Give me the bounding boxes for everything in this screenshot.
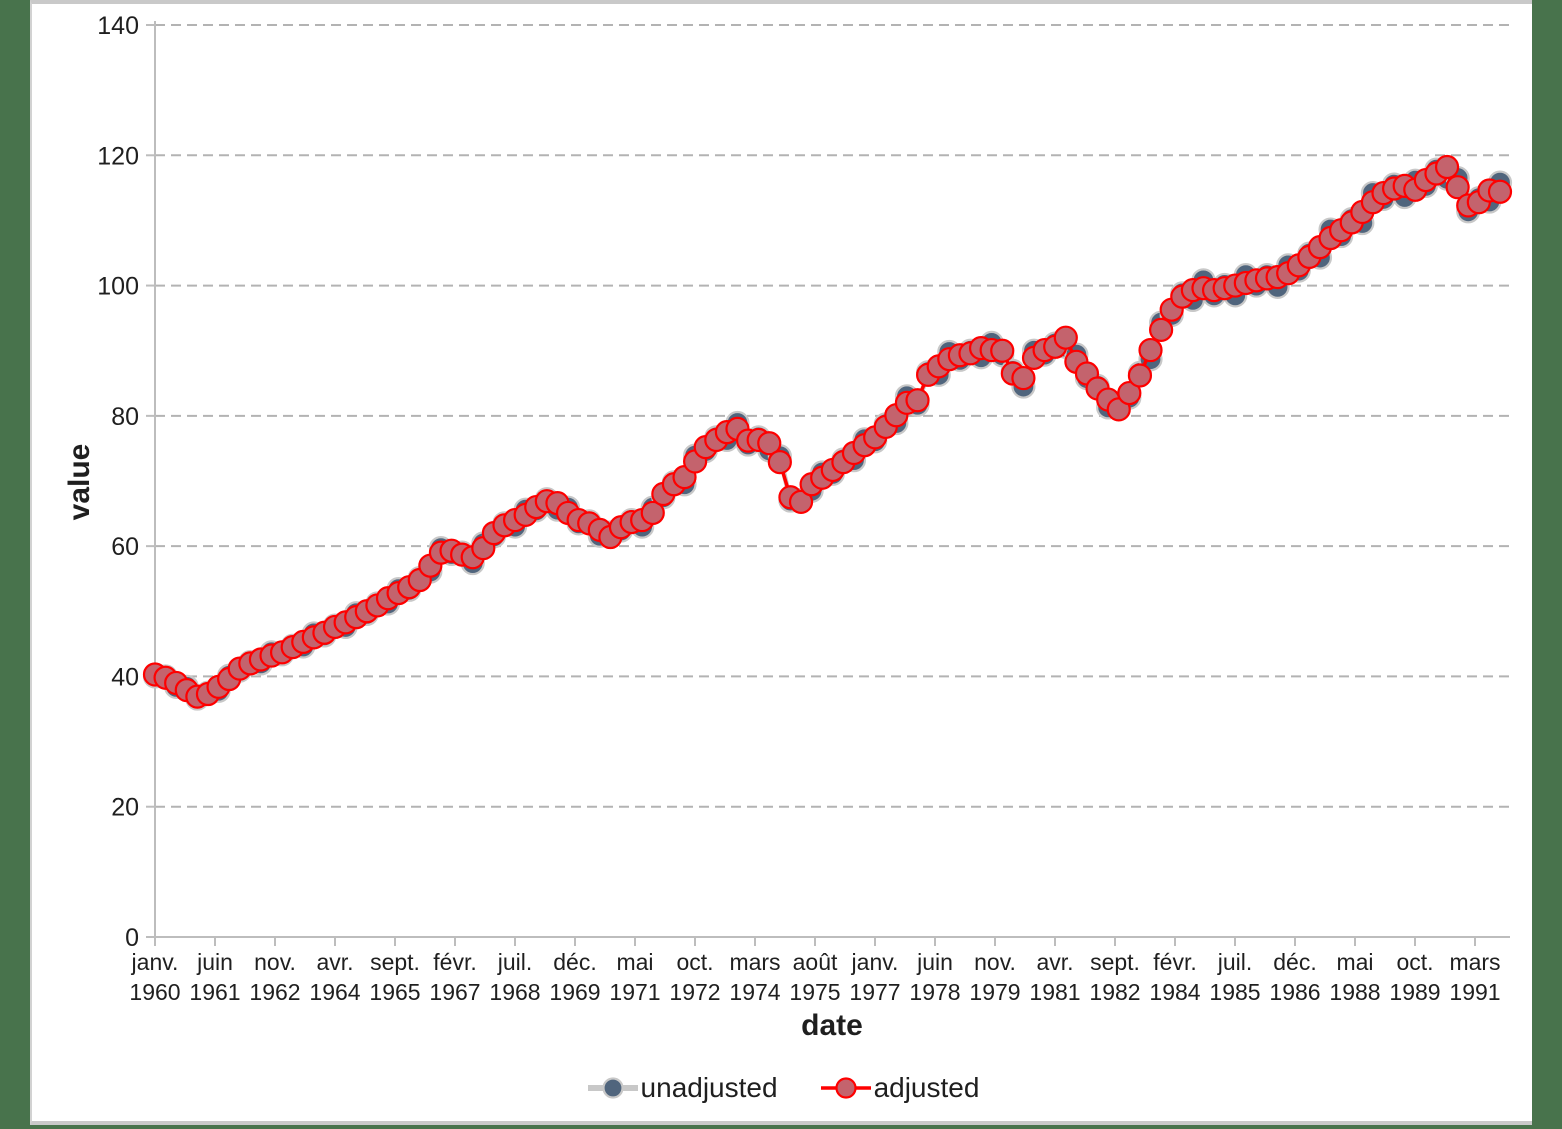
x-tick-label-year: 1968 [489, 979, 540, 1005]
marker-adjusted [640, 500, 665, 526]
unadjusted-series-swatch-icon [587, 1077, 638, 1099]
x-tick-label-month: avr. [316, 949, 353, 975]
x-tick-label-month: mars [729, 949, 780, 975]
x-tick-label-month: juin [916, 949, 953, 975]
x-tick-label-month: mai [1336, 949, 1373, 975]
x-tick-label-month: mars [1449, 949, 1500, 975]
x-tick-label-month: nov. [974, 949, 1016, 975]
x-axis-title: date [801, 1009, 863, 1042]
marker-adjusted [1445, 175, 1470, 200]
adjusted-series-swatch-icon [820, 1077, 871, 1099]
x-tick-label-year: 1965 [369, 979, 420, 1005]
x-tick-label-year: 1964 [309, 979, 360, 1005]
y-tick-label: 0 [125, 924, 139, 952]
x-tick-label-month: juin [196, 949, 233, 975]
x-tick-label-month: déc. [553, 949, 596, 975]
x-tick-label-year: 1985 [1209, 979, 1260, 1005]
x-tick-label-year: 1988 [1329, 979, 1380, 1005]
x-tick-label-month: sept. [370, 949, 420, 975]
marker-adjusted [1127, 363, 1153, 388]
y-tick-label: 40 [111, 663, 139, 691]
y-tick-label: 60 [111, 533, 139, 561]
x-tick-label-month: juil. [497, 949, 533, 975]
x-tick-label-year: 1967 [429, 979, 480, 1005]
x-tick-label-year: 1971 [609, 979, 660, 1005]
x-tick-label-year: 1975 [789, 979, 840, 1005]
x-tick-label-month: janv. [131, 949, 179, 975]
x-tick-label-month: déc. [1273, 949, 1316, 975]
y-axis-title: value [63, 443, 96, 521]
x-tick-label-year: 1978 [909, 979, 960, 1005]
x-tick-label-year: 1982 [1089, 979, 1140, 1005]
x-tick-label-month: août [793, 949, 838, 975]
x-tick-label-year: 1977 [849, 979, 900, 1005]
x-tick-label-year: 1981 [1029, 979, 1080, 1005]
legend-label-unadjusted: unadjusted [640, 1072, 778, 1103]
line-chart-canvas: 0 20 40 60 80 100 120 140 janv. 1960 juin 1961 nov. 1… [97, 12, 1513, 1005]
legend-item-unadjusted: unadjusted [585, 1072, 778, 1104]
x-tick-label-year: 1961 [189, 979, 240, 1005]
x-tick-label-year: 1984 [1149, 979, 1200, 1005]
chart-legend: unadjusted adjusted [32, 1072, 1532, 1104]
x-tick-label-year: 1986 [1269, 979, 1320, 1005]
x-tick-label-month: oct. [676, 949, 713, 975]
x-tick-label-month: oct. [1396, 949, 1433, 975]
marker-adjusted [905, 388, 930, 413]
x-tick-label-month: sept. [1090, 949, 1140, 975]
marker-adjusted [1117, 380, 1142, 406]
legend-label-adjusted: adjusted [873, 1072, 980, 1103]
marker-adjusted [1149, 317, 1174, 342]
marker-adjusted [990, 338, 1015, 363]
y-tick-label: 20 [111, 794, 139, 822]
x-tick-label-year: 1962 [249, 979, 300, 1005]
x-tick-label-month: avr. [1036, 949, 1073, 975]
x-tick-label-month: févr. [433, 949, 476, 975]
marker-adjusted [1138, 337, 1163, 363]
y-tick-label: 100 [97, 273, 139, 301]
x-tick-label-year: 1972 [669, 979, 720, 1005]
legend-item-adjusted: adjusted [818, 1072, 980, 1104]
x-tick-label-month: févr. [1153, 949, 1196, 975]
x-tick-label-year: 1989 [1389, 979, 1440, 1005]
x-tick-label-year: 1969 [549, 979, 600, 1005]
y-tick-label: 140 [97, 12, 139, 40]
marker-adjusted [767, 450, 792, 475]
x-tick-label-month: nov. [254, 949, 296, 975]
marker-adjusted [1434, 154, 1460, 180]
marker-adjusted [788, 489, 814, 514]
x-tick-label-month: janv. [851, 949, 899, 975]
x-tick-label-year: 1991 [1449, 979, 1500, 1005]
marker-adjusted [757, 431, 782, 456]
x-tick-label-year: 1974 [729, 979, 780, 1005]
chart-sheet: 0 20 40 60 80 100 120 140 janv. 1960 juin 1961 nov. 1… [30, 0, 1532, 1125]
x-tick-label-year: 1979 [969, 979, 1020, 1005]
y-tick-label: 120 [97, 142, 139, 170]
x-tick-label-year: 1960 [129, 979, 180, 1005]
marker-adjusted [1487, 179, 1513, 204]
x-tick-label-month: juil. [1217, 949, 1253, 975]
marker-adjusted [1011, 365, 1036, 391]
y-tick-label: 80 [111, 403, 139, 431]
x-tick-label-month: mai [616, 949, 653, 975]
marker-adjusted [1053, 325, 1078, 350]
